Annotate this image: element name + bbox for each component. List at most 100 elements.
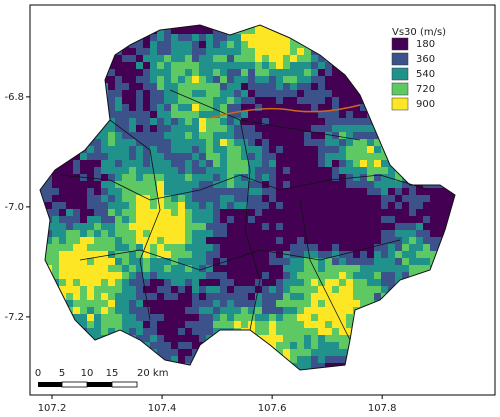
- raster-cell: [332, 139, 339, 146]
- raster-cell: [276, 272, 283, 279]
- raster-cell: [332, 160, 339, 167]
- raster-cell: [171, 181, 178, 188]
- raster-cell: [318, 90, 325, 97]
- raster-cell: [430, 251, 437, 258]
- raster-cell: [332, 349, 339, 356]
- raster-cell: [297, 356, 304, 363]
- raster-cell: [283, 111, 290, 118]
- raster-cell: [192, 321, 199, 328]
- raster-cell: [241, 48, 248, 55]
- raster-cell: [374, 244, 381, 251]
- raster-cell: [255, 139, 262, 146]
- raster-cell: [353, 97, 360, 104]
- raster-cell: [206, 139, 213, 146]
- raster-cell: [206, 160, 213, 167]
- raster-cell: [178, 76, 185, 83]
- scale-segment: [87, 382, 112, 387]
- raster-cell: [122, 244, 129, 251]
- raster-cell: [346, 293, 353, 300]
- raster-cell: [115, 195, 122, 202]
- raster-cell: [199, 300, 206, 307]
- raster-cell: [220, 76, 227, 83]
- raster-cell: [108, 202, 115, 209]
- raster-cell: [150, 90, 157, 97]
- raster-cell: [423, 188, 430, 195]
- raster-cell: [416, 202, 423, 209]
- raster-cell: [304, 139, 311, 146]
- raster-cell: [108, 62, 115, 69]
- raster-cell: [318, 188, 325, 195]
- raster-cell: [143, 118, 150, 125]
- raster-cell: [164, 139, 171, 146]
- raster-cell: [374, 237, 381, 244]
- raster-cell: [220, 83, 227, 90]
- raster-cell: [325, 307, 332, 314]
- raster-cell: [269, 48, 276, 55]
- raster-cell: [101, 300, 108, 307]
- raster-cell: [94, 167, 101, 174]
- raster-cell: [332, 321, 339, 328]
- raster-cell: [185, 195, 192, 202]
- raster-cell: [185, 300, 192, 307]
- raster-cell: [353, 223, 360, 230]
- raster-cell: [59, 223, 66, 230]
- raster-cell: [73, 153, 80, 160]
- raster-cell: [283, 55, 290, 62]
- raster-cell: [353, 300, 360, 307]
- raster-cell: [199, 202, 206, 209]
- raster-cell: [101, 272, 108, 279]
- raster-cell: [360, 118, 367, 125]
- raster-cell: [213, 76, 220, 83]
- raster-cell: [143, 111, 150, 118]
- raster-cell: [339, 188, 346, 195]
- raster-cell: [318, 237, 325, 244]
- raster-cell: [220, 125, 227, 132]
- raster-cell: [80, 188, 87, 195]
- scale-label: 10: [81, 368, 94, 379]
- raster-cell: [353, 188, 360, 195]
- raster-cell: [381, 167, 388, 174]
- raster-cell: [227, 111, 234, 118]
- raster-cell: [213, 293, 220, 300]
- raster-cell: [108, 97, 115, 104]
- raster-cell: [262, 174, 269, 181]
- raster-cell: [402, 181, 409, 188]
- raster-cell: [199, 146, 206, 153]
- raster-cell: [297, 363, 304, 370]
- raster-cell: [59, 265, 66, 272]
- raster-cell: [283, 335, 290, 342]
- raster-cell: [122, 83, 129, 90]
- raster-cell: [59, 209, 66, 216]
- raster-cell: [290, 251, 297, 258]
- raster-cell: [360, 265, 367, 272]
- raster-cell: [276, 69, 283, 76]
- raster-cell: [157, 62, 164, 69]
- raster-cell: [94, 230, 101, 237]
- raster-cell: [241, 209, 248, 216]
- raster-cell: [199, 55, 206, 62]
- raster-cell: [332, 335, 339, 342]
- raster-cell: [262, 48, 269, 55]
- raster-cell: [150, 118, 157, 125]
- raster-cell: [157, 34, 164, 41]
- raster-cell: [227, 132, 234, 139]
- raster-cell: [353, 293, 360, 300]
- raster-cell: [52, 223, 59, 230]
- raster-cell: [311, 125, 318, 132]
- raster-cell: [115, 76, 122, 83]
- raster-cell: [325, 216, 332, 223]
- raster-cell: [150, 62, 157, 69]
- raster-cell: [206, 97, 213, 104]
- raster-cell: [339, 307, 346, 314]
- raster-cell: [248, 202, 255, 209]
- raster-cell: [157, 181, 164, 188]
- raster-cell: [157, 132, 164, 139]
- raster-cell: [332, 293, 339, 300]
- raster-cell: [185, 132, 192, 139]
- raster-cell: [325, 265, 332, 272]
- raster-cell: [360, 167, 367, 174]
- raster-cell: [129, 251, 136, 258]
- raster-cell: [220, 300, 227, 307]
- raster-cell: [304, 363, 311, 370]
- raster-cell: [262, 300, 269, 307]
